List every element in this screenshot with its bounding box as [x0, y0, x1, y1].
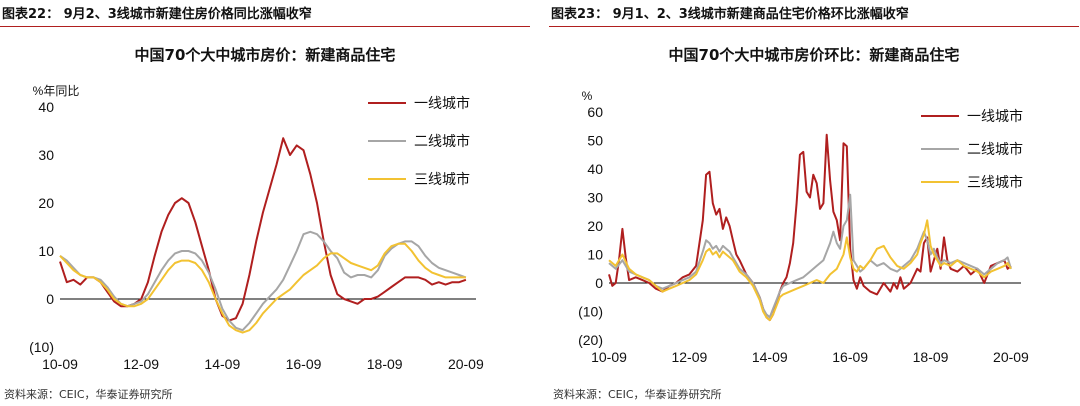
x-tick-label: 18-09	[913, 349, 949, 365]
series-line	[59, 242, 466, 334]
y-tick-label: 50	[587, 133, 603, 149]
legend-label: 三线城市	[414, 171, 470, 188]
x-tick-label: 10-09	[591, 349, 627, 365]
figure-header-text: 图表23： 9月1、2、3线城市新建商品住宅价格环比涨幅收窄	[551, 7, 909, 22]
series-line	[59, 230, 467, 332]
legend-label: 二线城市	[967, 141, 1023, 158]
y-tick-label: 20	[587, 218, 603, 234]
y-tick-label: 30	[38, 147, 54, 163]
series-group	[608, 133, 1012, 322]
series-line	[608, 219, 1012, 322]
y-tick-label: 0	[46, 291, 54, 307]
series-line	[608, 133, 1012, 322]
figure-header: 图表22： 9月2、3线城市新建住房价格同比涨幅收窄	[0, 0, 530, 27]
x-tick-label: 12-09	[671, 349, 707, 365]
legend-label: 三线城市	[967, 174, 1023, 191]
y-tick-label: 0	[595, 275, 603, 291]
chart-panel-right: 图表23： 9月1、2、3线城市新建商品住宅价格环比涨幅收窄 中国70个大中城市…	[549, 0, 1079, 406]
y-axis-label: %	[582, 89, 593, 103]
figure-header-text: 图表22： 9月2、3线城市新建住房价格同比涨幅收窄	[2, 7, 312, 22]
y-tick-label: 10	[38, 243, 54, 259]
x-tick-label: 20-09	[993, 349, 1029, 365]
x-tick-label: 20-09	[448, 356, 484, 372]
legend-label: 一线城市	[967, 108, 1023, 125]
y-tick-label: 30	[587, 190, 603, 206]
panel-divider	[531, 0, 549, 406]
chart-svg: % (20) (10) 0 10 20 30 40 50 60 10-09 12-09 14-09 16-…	[578, 89, 1029, 365]
x-tick-label: 12-09	[123, 356, 159, 372]
chart-title: 中国70个大中城市房价：新建商品住宅	[134, 46, 396, 64]
x-tick-label: 10-09	[42, 356, 78, 372]
y-tick-label: 10	[587, 247, 603, 263]
x-tick-label: 16-09	[286, 356, 322, 372]
y-tick-label: 20	[38, 195, 54, 211]
y-tick-label: (20)	[578, 332, 603, 348]
y-tick-label: (10)	[578, 304, 603, 320]
chart-panel-left: 图表22： 9月2、3线城市新建住房价格同比涨幅收窄 中国70个大中城市房价：新…	[0, 0, 530, 406]
source-note: 资料来源：CEIC，华泰证券研究所	[4, 388, 173, 401]
axes: %年同比 (10) 0 10 20 30 40 10-09 12-09 14-09 16-09 18-…	[29, 84, 484, 372]
x-tick-label: 16-09	[832, 349, 868, 365]
legend-label: 一线城市	[414, 95, 470, 112]
series-group	[59, 137, 467, 334]
series-line	[59, 137, 467, 322]
axes: % (20) (10) 0 10 20 30 40 50 60 10-09 12-09 14-09 16-…	[578, 89, 1029, 365]
x-tick-label: 14-09	[752, 349, 788, 365]
figure-header: 图表23： 9月1、2、3线城市新建商品住宅价格环比涨幅收窄	[549, 0, 1079, 27]
x-tick-label: 14-09	[204, 356, 240, 372]
chart-svg: %年同比 (10) 0 10 20 30 40 10-09 12-09 14-09 16-09 18-…	[29, 84, 484, 372]
x-tick-label: 18-09	[367, 356, 403, 372]
source-note: 资料来源：CEIC，华泰证券研究所	[553, 388, 722, 401]
y-tick-label: (10)	[29, 339, 54, 355]
y-tick-label: 40	[587, 161, 603, 177]
y-tick-label: 60	[587, 104, 603, 120]
legend-label: 二线城市	[414, 133, 470, 150]
series-line	[608, 193, 1012, 319]
chart-title: 中国70个大中城市房价环比：新建商品住宅	[668, 46, 960, 64]
y-tick-label: 40	[38, 99, 54, 115]
y-axis-label: %年同比	[33, 84, 80, 98]
